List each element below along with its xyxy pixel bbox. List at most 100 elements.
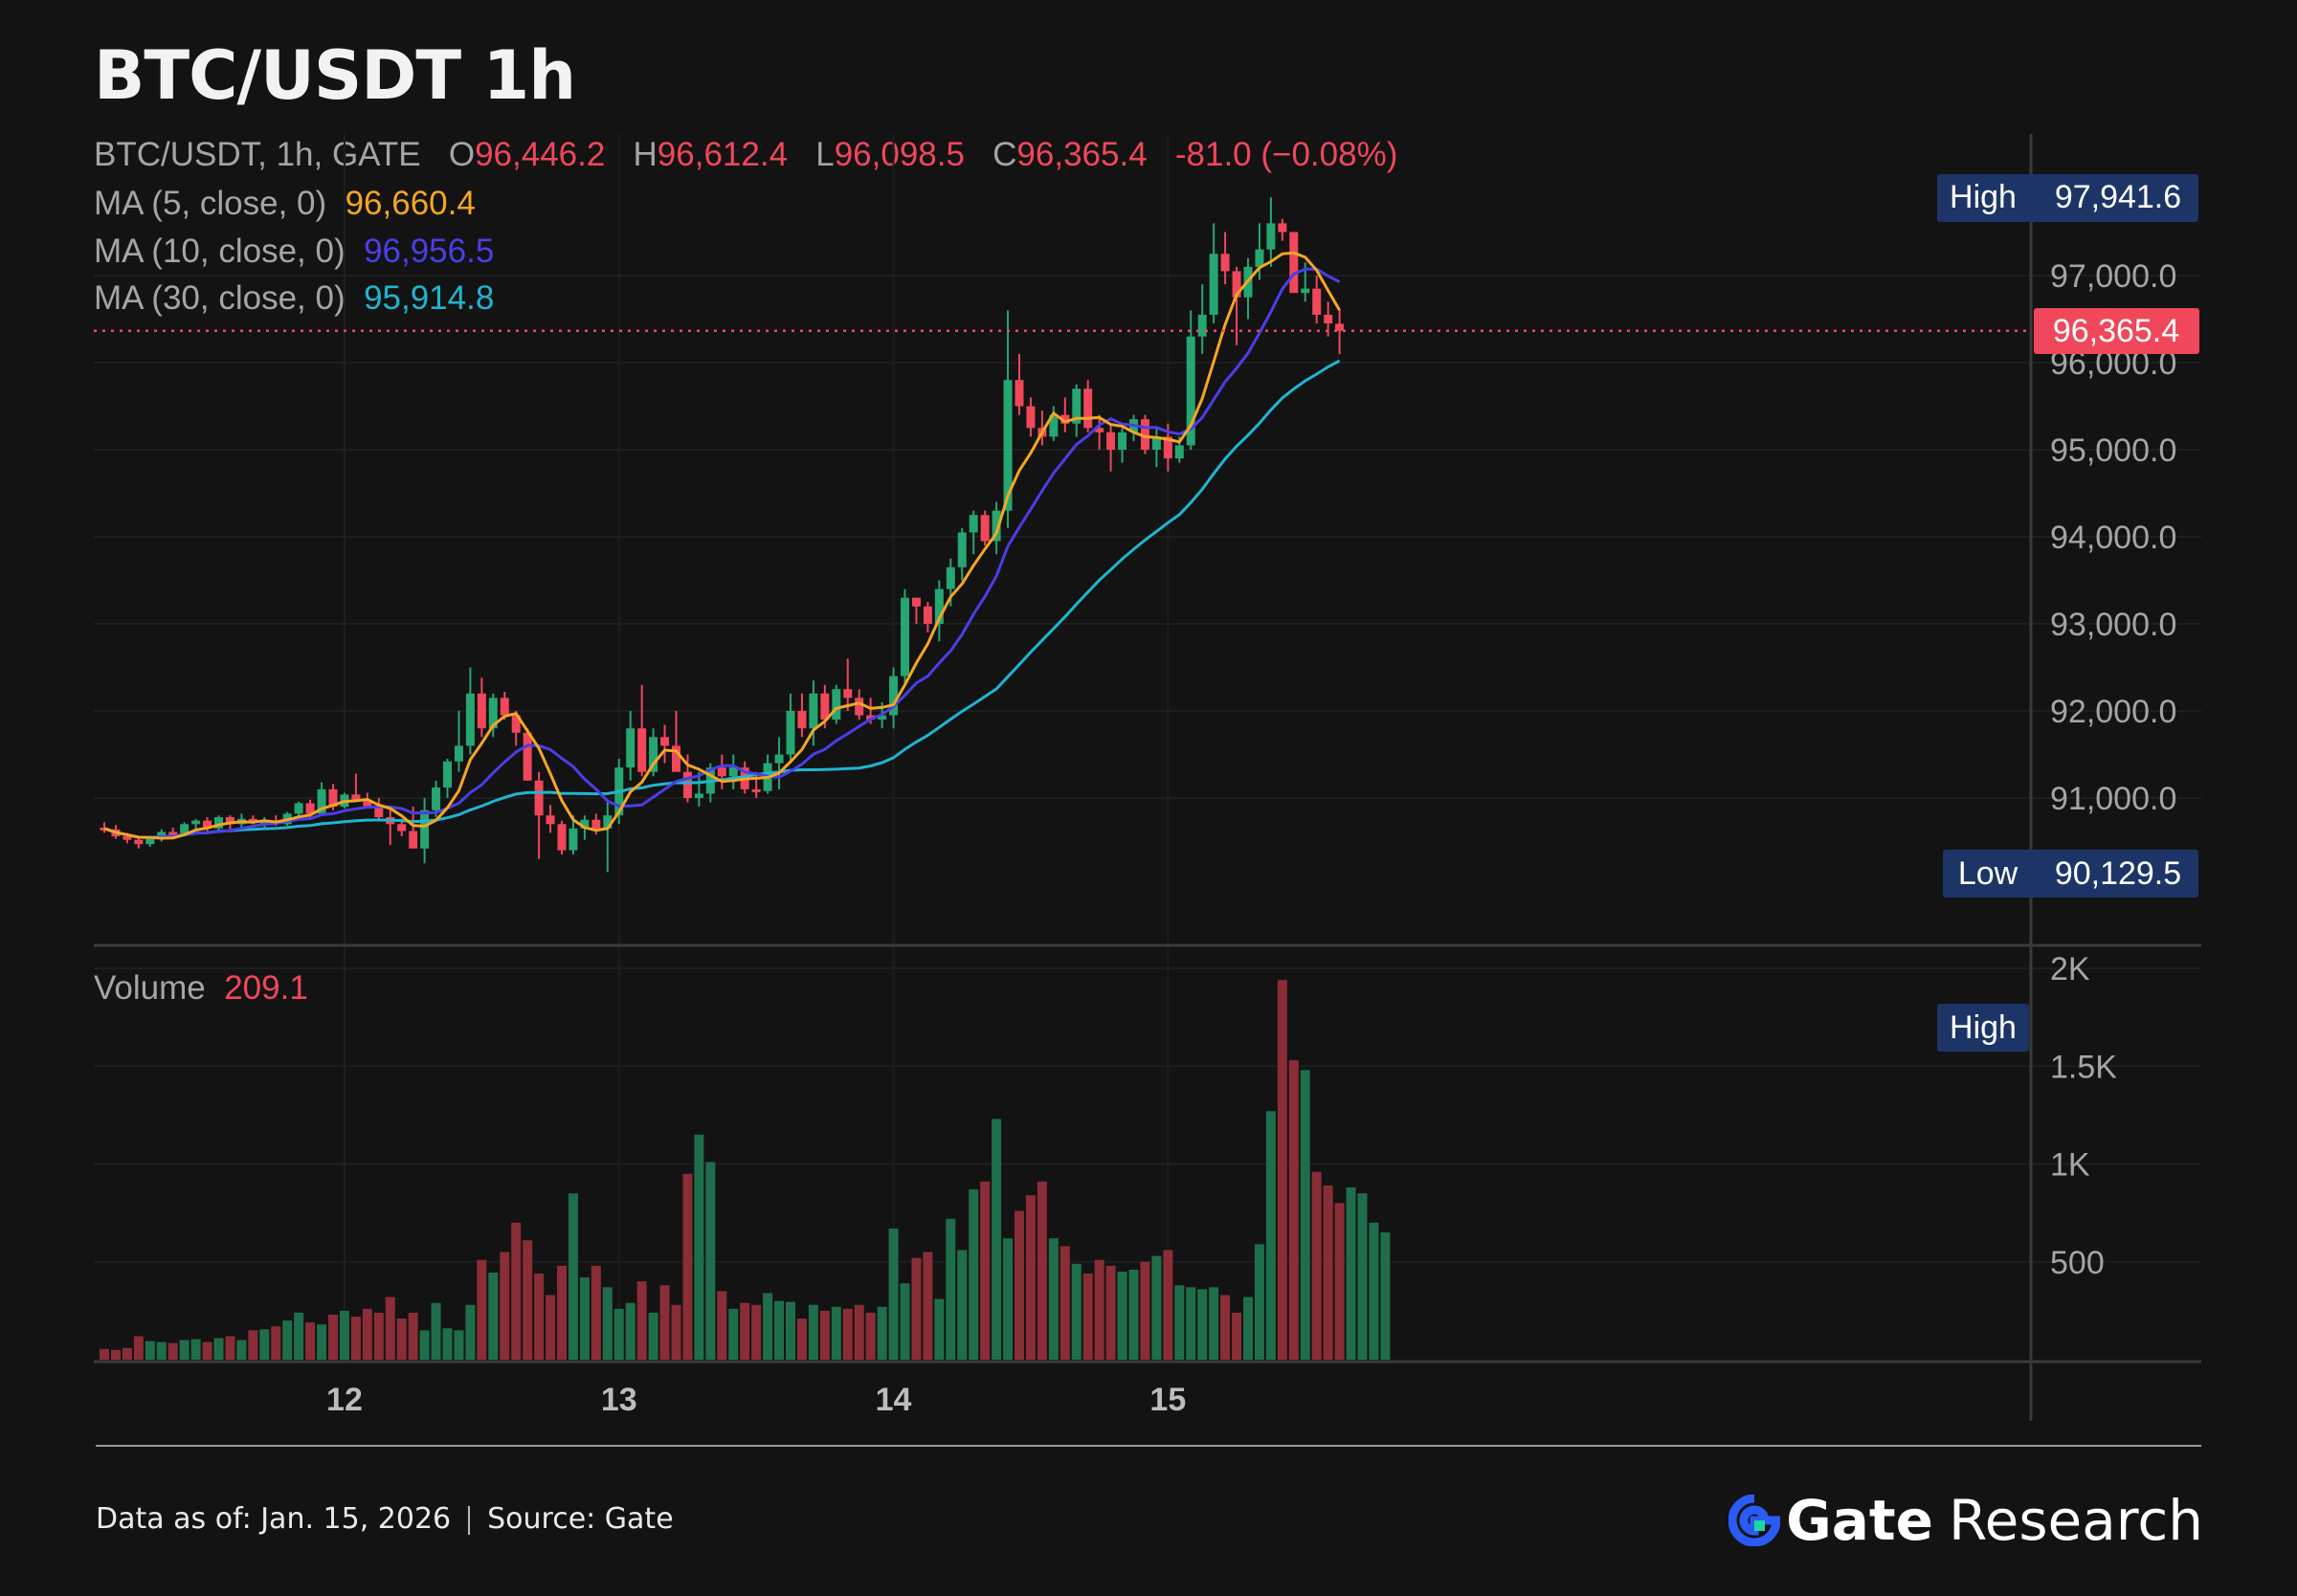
volume-bar — [728, 1308, 739, 1360]
candle-body — [1255, 249, 1264, 267]
candle-body — [145, 838, 155, 845]
candle — [1209, 223, 1218, 324]
candle-body — [1106, 432, 1116, 450]
candle-body — [591, 819, 601, 829]
candle-body — [1072, 388, 1082, 424]
volume-bar — [350, 1317, 361, 1360]
candle-body — [786, 711, 795, 755]
candle — [889, 667, 899, 729]
candle-body — [1015, 380, 1024, 407]
candle — [1129, 414, 1138, 441]
candle-body — [603, 815, 613, 829]
candle-body — [534, 780, 544, 816]
candle-body — [328, 788, 338, 808]
candle — [351, 773, 361, 802]
gate-logo-icon — [1728, 1495, 1781, 1546]
low-badge: Low 90,129.5 — [1943, 850, 2198, 898]
volume-bar — [179, 1340, 190, 1360]
candle-body — [1163, 436, 1172, 459]
volume-bar — [1025, 1195, 1036, 1360]
candle — [649, 728, 658, 777]
volume-bar — [156, 1341, 167, 1360]
price-tick-label: 97,000.0 — [2050, 258, 2176, 295]
footer: Data as of: Jan. 15, 2026 Source: Gate — [96, 1502, 674, 1536]
symbol-info: BTC/USDT, 1h, GATE — [94, 136, 421, 173]
volume-tick-label: 1.5K — [2050, 1049, 2117, 1085]
candle — [569, 815, 578, 855]
candle — [294, 801, 303, 818]
candle-body — [832, 689, 841, 720]
candle — [1106, 423, 1116, 472]
candle-body — [203, 820, 212, 829]
volume-bar — [1254, 1244, 1264, 1360]
ma10-line — [103, 267, 1341, 839]
candle-body — [855, 698, 864, 716]
volume-bar — [1186, 1287, 1196, 1360]
candle-body — [294, 803, 303, 814]
candle — [832, 684, 841, 724]
high-badge: High 97,941.6 — [1937, 174, 2198, 222]
svg-text:96,365.4: 96,365.4 — [2053, 313, 2179, 349]
volume-bar — [934, 1298, 945, 1360]
volume-bar — [1094, 1259, 1104, 1360]
candle — [511, 711, 521, 746]
volume-bar — [1300, 1070, 1310, 1360]
candle — [454, 711, 463, 772]
volume-bar — [1380, 1232, 1391, 1360]
volume-bar — [488, 1272, 499, 1360]
volume-bar — [442, 1328, 453, 1360]
candle-body — [465, 693, 475, 746]
volume-bar — [1232, 1312, 1242, 1360]
volume-bar — [1346, 1187, 1356, 1360]
volume-bar — [992, 1119, 1002, 1360]
candle-body — [397, 824, 407, 831]
time-axis-labels: 12 13 14 15 — [326, 1382, 1186, 1418]
candle — [992, 501, 1001, 555]
candle-body — [1118, 432, 1127, 450]
ma30-legend: MA (30, close, 0) 95,914.8 — [94, 279, 495, 317]
volume-bar — [819, 1310, 830, 1360]
volume-bar — [145, 1341, 155, 1360]
volume-bar — [534, 1274, 545, 1360]
candle-body — [843, 689, 853, 698]
volume-high-badge: High — [1937, 1004, 2029, 1052]
candle-body — [1335, 323, 1345, 331]
volume-bar — [511, 1222, 522, 1360]
candle — [432, 780, 441, 818]
time-tick-label: 13 — [601, 1382, 637, 1418]
volume-bar — [557, 1265, 567, 1360]
candle — [546, 805, 555, 833]
candle-body — [946, 566, 955, 589]
close-value: 96,365.4 — [1016, 136, 1148, 173]
volume-bar — [1140, 1261, 1150, 1360]
volume-bar — [751, 1304, 762, 1360]
candle-body — [1197, 314, 1207, 337]
volume-bar — [774, 1300, 785, 1360]
volume-bar — [1037, 1181, 1047, 1360]
volume-bar — [1117, 1271, 1127, 1360]
time-tick-label: 14 — [876, 1382, 912, 1418]
candle — [1243, 257, 1253, 320]
volume-tick-label: 500 — [2050, 1245, 2105, 1281]
volume-bar — [282, 1320, 293, 1360]
volume-bar — [636, 1281, 647, 1360]
volume-bar — [682, 1173, 693, 1360]
candle — [660, 724, 670, 764]
volume-bar — [202, 1341, 212, 1360]
candle — [1060, 397, 1070, 432]
volume-bar — [546, 1295, 556, 1360]
volume-bar — [1015, 1210, 1024, 1360]
volume-bar — [1128, 1269, 1139, 1360]
candle — [901, 588, 909, 685]
volume-bar — [271, 1326, 281, 1360]
volume-bar — [694, 1134, 704, 1360]
volume-bar — [259, 1329, 270, 1360]
candle — [637, 684, 647, 777]
volume-bar — [305, 1322, 316, 1360]
volume-bar — [602, 1287, 613, 1360]
volume-bar — [122, 1347, 132, 1360]
candle-body — [500, 698, 509, 716]
volume-bar — [705, 1162, 716, 1360]
volume-bar — [362, 1308, 372, 1360]
